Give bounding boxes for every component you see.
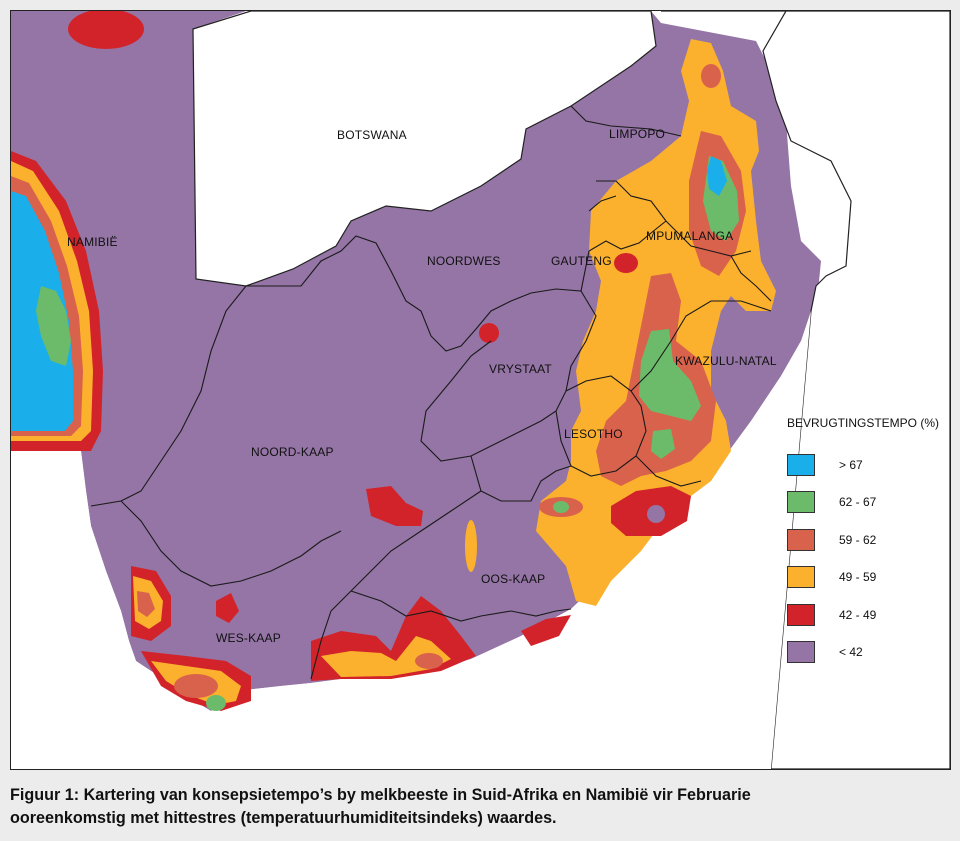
legend-swatch [787,453,815,476]
southern-ocean-area [11,311,811,769]
label-mpumalanga: MPUMALANGA [646,229,734,243]
legend-title: BEVRUGTINGSTEMPO (%) [787,416,940,430]
legend: BEVRUGTINGSTEMPO (%) > 67 62 - 67 59 - 6… [777,416,947,671]
band-southcoast-orange-a [321,636,451,677]
legend-label: 62 - 67 [839,495,877,510]
caption-line-1: Figuur 1: Kartering van konsepsietempo’s… [10,785,751,804]
band-capetown-salmon [174,674,218,698]
label-vrystaat: VRYSTAAT [489,362,552,376]
legend-item: 49 - 59 [777,559,947,597]
legend-item: 62 - 67 [777,484,947,522]
label-noordwes: NOORDWES [427,254,501,268]
band-east-blue [707,156,727,196]
patch-oos-orange [465,520,477,572]
legend-item: < 42 [777,634,947,672]
label-gauteng: GAUTENG [551,254,612,268]
patch-vrystaat-red [479,323,499,343]
legend-item: > 67 [777,446,947,484]
mozambique-area [661,11,950,769]
band-namibia-green [36,286,71,366]
label-limpopo: LIMPOPO [609,127,666,141]
band-westcape-salmon [137,591,155,617]
patch-mp-salmon [701,64,721,88]
legend-swatch [787,641,815,664]
figure-caption: Figuur 1: Kartering van konsepsietempo’s… [10,783,903,829]
legend-swatch [787,491,815,514]
map-canvas [11,11,950,769]
patch-eastcape-red [521,615,571,646]
patch-kzn-purple [647,505,665,523]
band-southcoast-salmon-a [415,653,443,669]
label-namibie: NAMIBIË [67,235,118,249]
legend-swatch [787,528,815,551]
band-capetown-green [206,695,226,711]
legend-item: 59 - 62 [777,521,947,559]
province-borders [90,105,772,680]
legend-label: 49 - 59 [839,570,877,585]
patch-oos-green [553,501,569,513]
label-noord-kaap: NOORD-KAAP [251,445,334,459]
legend-label: 42 - 49 [839,607,877,622]
legend-swatch [787,603,815,626]
label-lesotho: LESOTHO [564,427,623,441]
map-frame: BOTSWANA NAMIBIË LIMPOPO MPUMALANGA NOOR… [10,10,951,770]
legend-swatch [787,566,815,589]
label-botswana: BOTSWANA [337,128,407,142]
band-east-green-c [651,429,675,459]
patch-weskaap-red [216,593,239,623]
legend-label: < 42 [839,645,863,660]
label-oos-kaap: OOS-KAAP [481,572,546,586]
band-east-green-b [639,329,701,421]
label-wes-kaap: WES-KAAP [216,631,281,645]
caption-line-2: ooreenkomstig met hittestres (temperatuu… [10,808,557,827]
legend-item: 42 - 49 [777,596,947,634]
label-kwazulu-natal: KWAZULU-NATAL [675,354,777,368]
patch-noordkaap-red [366,486,423,526]
patch-north-namibia-red [68,11,144,49]
legend-label: 59 - 62 [839,532,877,547]
botswana-area [192,11,657,287]
legend-label: > 67 [839,457,863,472]
patch-gauteng-red [614,253,638,273]
